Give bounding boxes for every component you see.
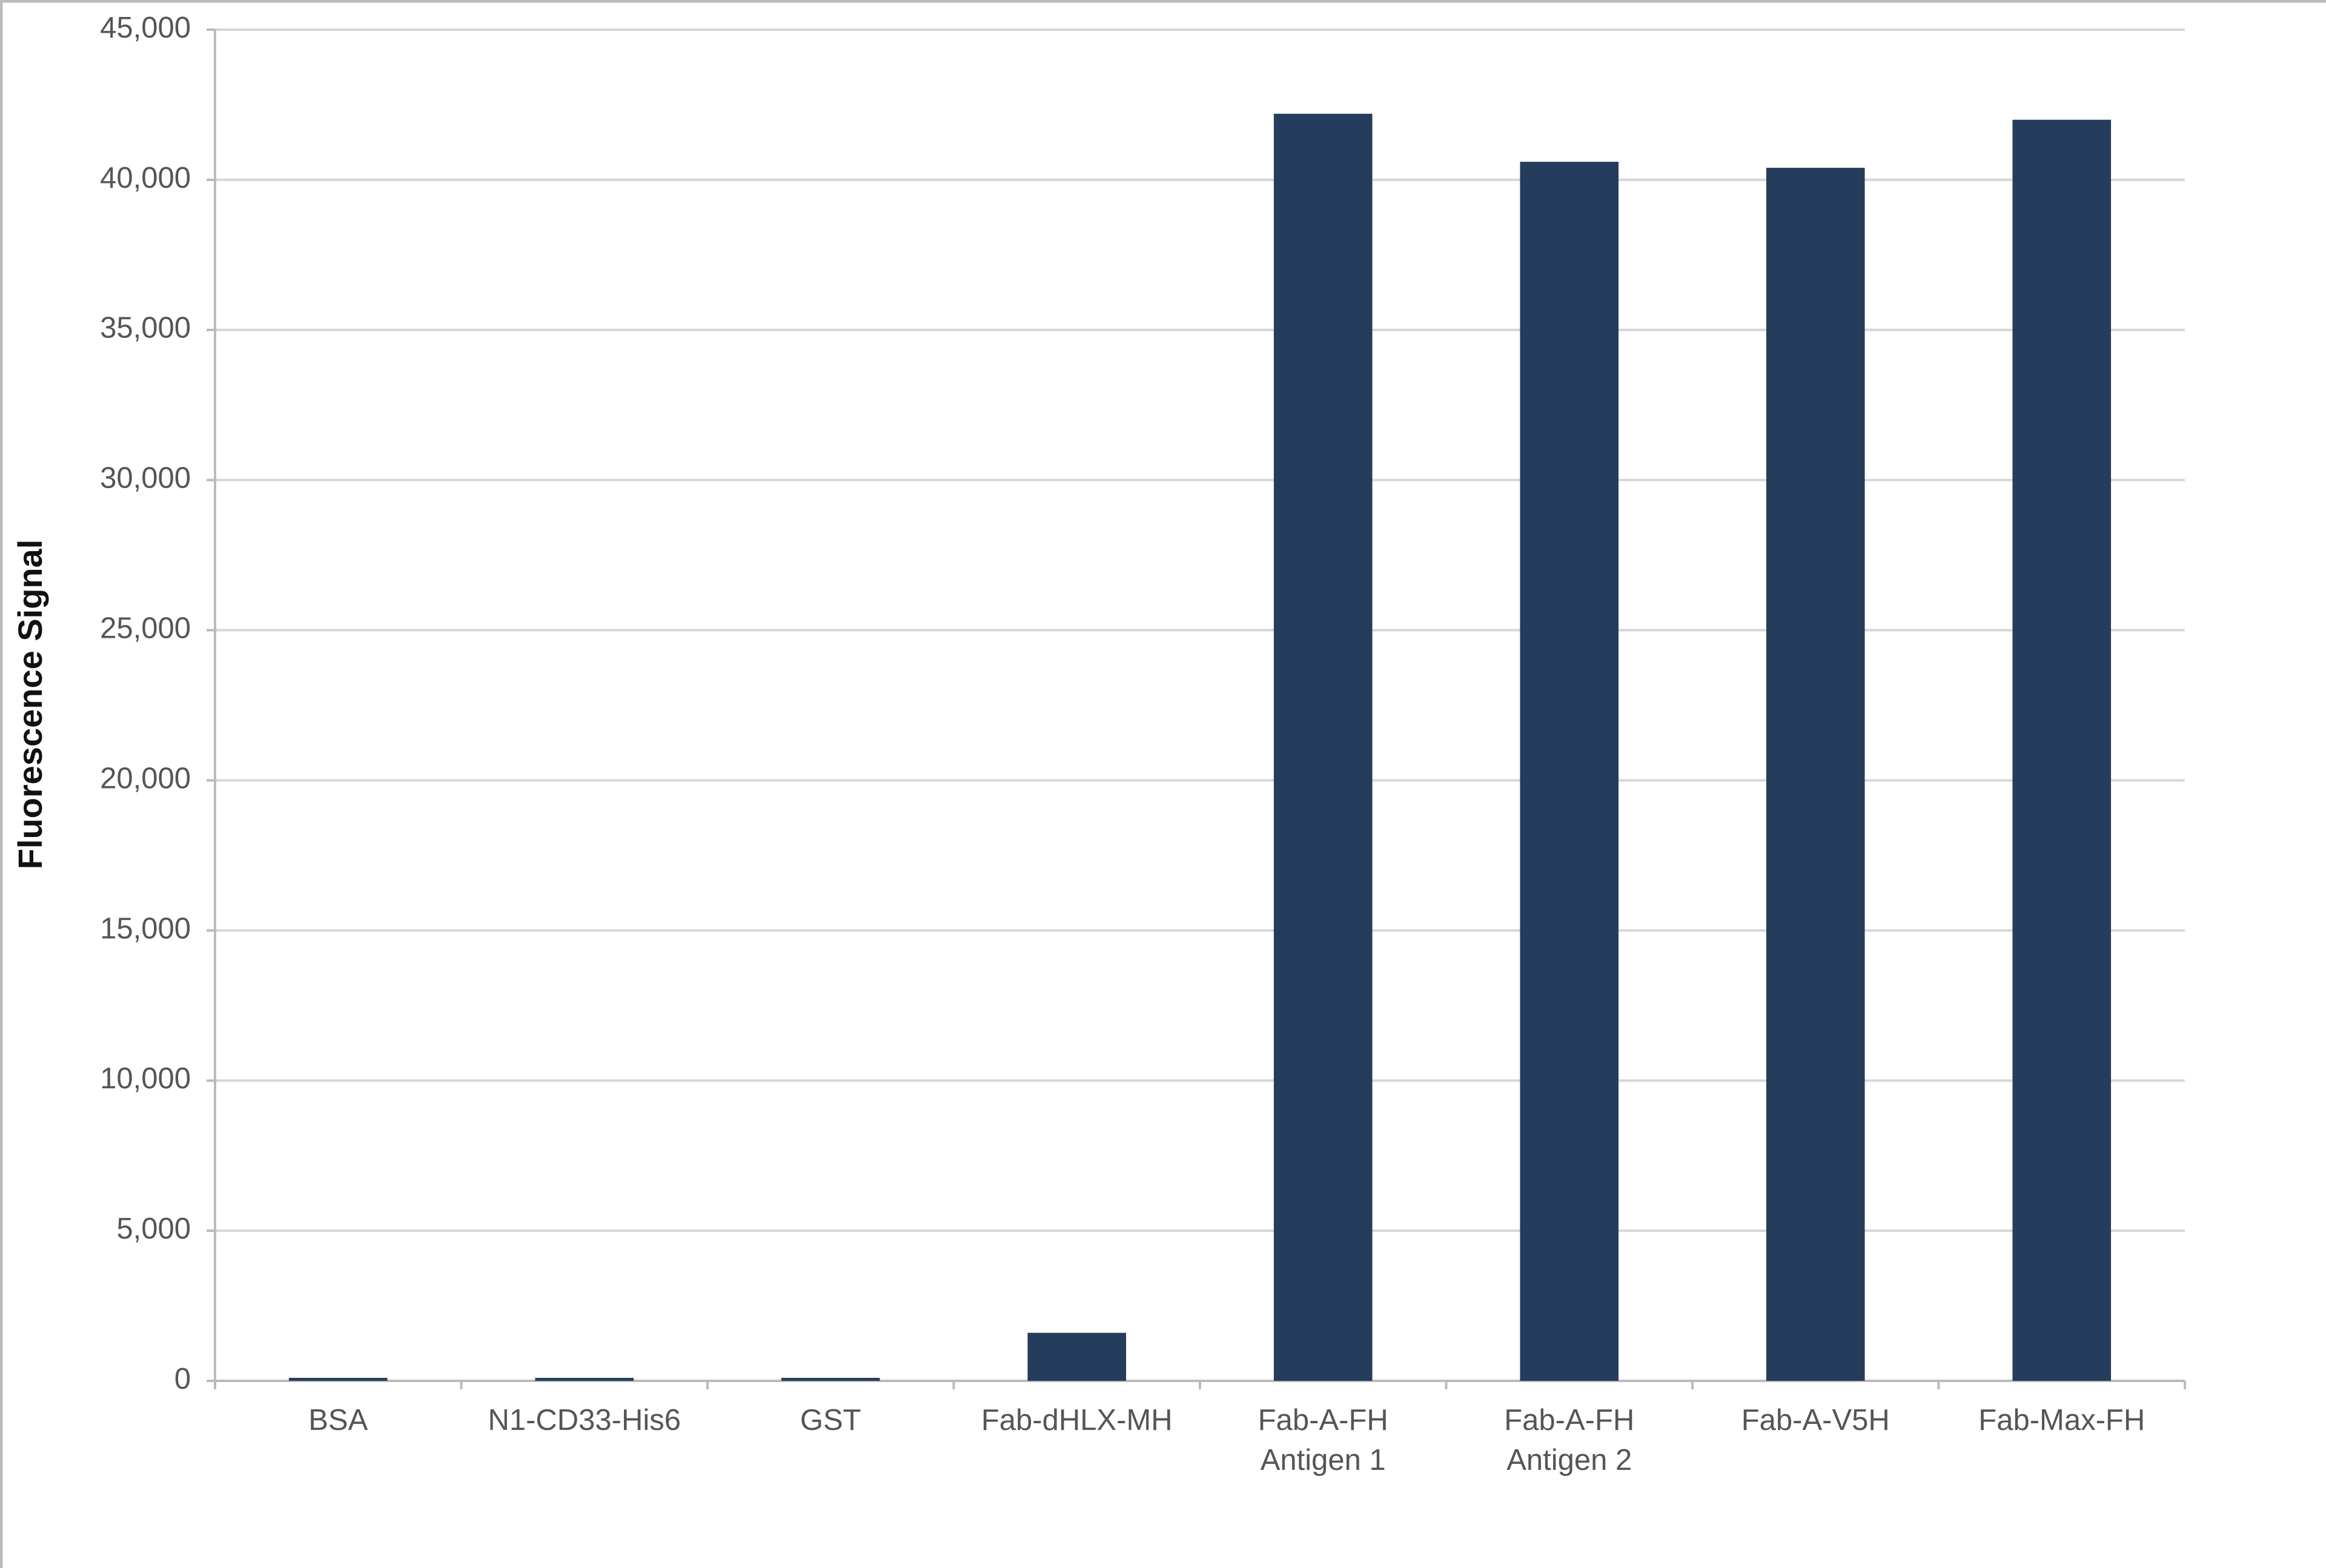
y-tick-label: 25,000 (100, 612, 191, 644)
bar (288, 1378, 388, 1381)
x-tick-label: Fab-A-V5H (1741, 1404, 1890, 1437)
x-tick-label: Fab-A-FH Antigen 2 (1504, 1404, 1634, 1477)
bar (1273, 113, 1373, 1381)
y-tick-label: 10,000 (100, 1062, 191, 1095)
bar (781, 1378, 880, 1381)
x-tick-label-line: Antigen 1 (1261, 1444, 1386, 1477)
x-tick-label-line: Antigen 2 (1506, 1444, 1632, 1477)
x-tick-label: BSA (308, 1404, 368, 1437)
y-tick-label: 0 (174, 1363, 191, 1395)
x-tick-label-line: Fab-A-FH (1258, 1404, 1388, 1437)
bar (1520, 162, 1619, 1381)
y-tick-label: 5,000 (116, 1212, 191, 1245)
x-tick-label: N1-CD33-His6 (488, 1404, 681, 1437)
y-tick-label: 30,000 (100, 462, 191, 495)
bar (1027, 1332, 1127, 1381)
x-tick-label: Fab-Max-FH (1978, 1404, 2145, 1437)
bar (535, 1378, 634, 1381)
bar (2012, 119, 2112, 1381)
bar (1766, 168, 1865, 1381)
y-axis-title: Fluorescence Signal (11, 540, 49, 870)
y-tick-label: 45,000 (100, 12, 191, 44)
x-tick-label: GST (800, 1404, 861, 1437)
x-tick-label-line: Fab-A-FH (1504, 1404, 1634, 1437)
y-tick-label: 35,000 (100, 312, 191, 345)
y-tick-label: 20,000 (100, 762, 191, 795)
x-tick-label: Fab-dHLX-MH (981, 1404, 1173, 1437)
y-tick-label: 40,000 (100, 162, 191, 194)
y-tick-label: 15,000 (100, 912, 191, 945)
x-tick-label: Fab-A-FH Antigen 1 (1258, 1404, 1388, 1477)
